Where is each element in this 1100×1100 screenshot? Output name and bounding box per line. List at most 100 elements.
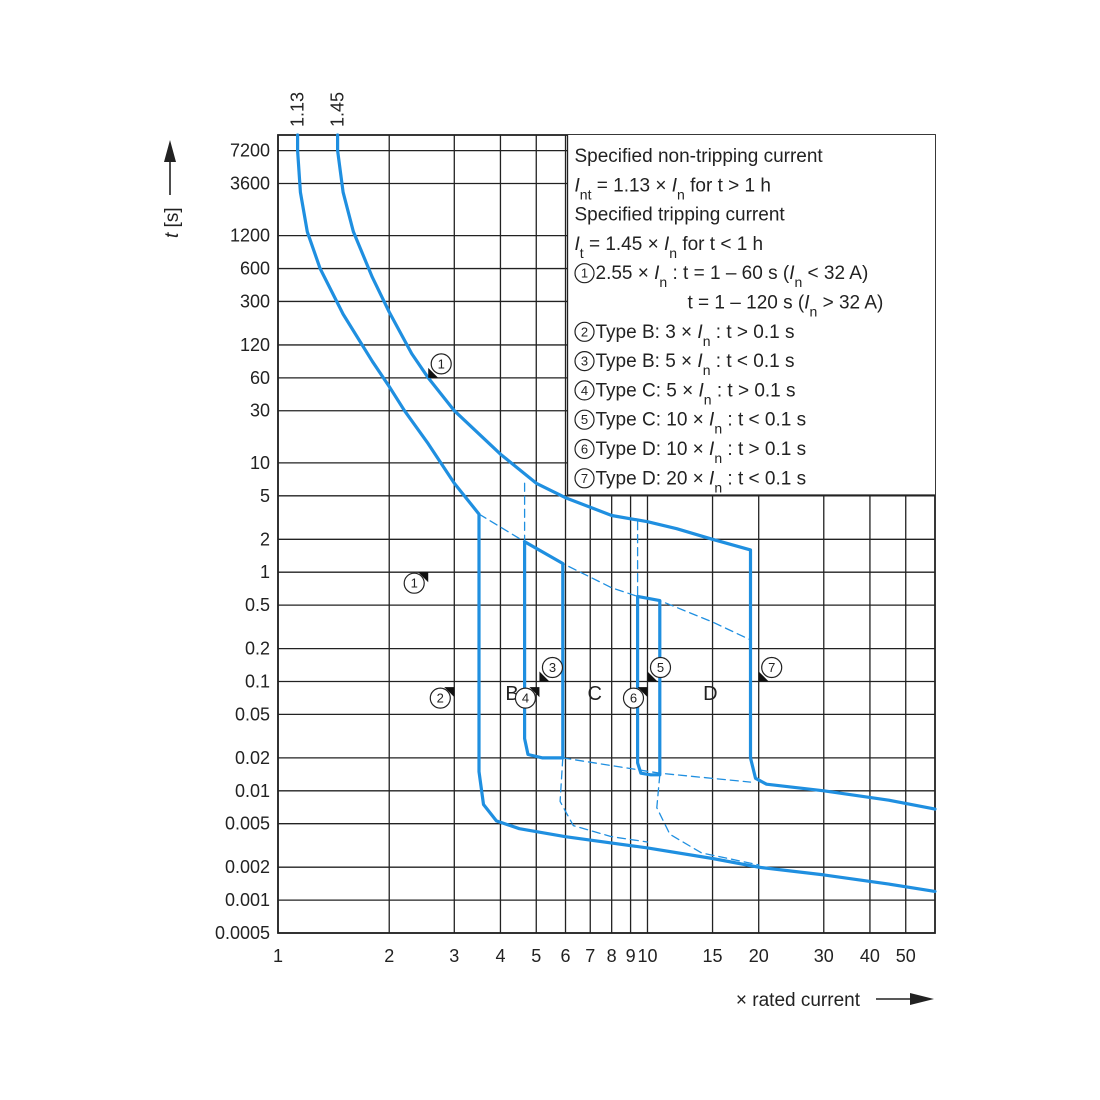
marker-3: 3 [539,656,564,682]
x-tick-label: 3 [449,946,459,966]
x-tick-label: 15 [703,946,723,966]
y-tick-label: 0.005 [225,814,270,834]
y-tick-label: 0.001 [225,890,270,910]
marker-flag-icon [428,367,439,378]
legend-line: It = 1.45 × In for t < 1 h [575,234,764,261]
region-label: D [703,683,717,705]
marker-circle [429,687,451,709]
marker-5: 5 [647,656,672,682]
x-tick-label: 50 [896,946,916,966]
marker-circle [649,656,672,679]
y-tick-label: 0.1 [245,671,270,691]
marker-circle [541,656,564,679]
y-tick-label: 0.5 [245,595,270,615]
legend-marker-number: 2 [581,324,588,339]
curve-dashed-connector-8 [559,757,649,843]
legend-marker-circle [574,438,595,460]
x-tick-label: 20 [749,946,769,966]
top-label: 1.45 [328,92,348,127]
legend-line: Type D: 20 × In : t < 0.1 s [596,468,807,495]
marker-number: 1 [438,356,445,371]
marker-circle [430,353,452,375]
legend-marker-number: 5 [581,412,588,427]
legend-line: Specified tripping current [575,205,786,226]
marker-circle [761,656,783,679]
y-tick-label: 3600 [230,173,270,193]
marker-flag-icon [637,687,648,698]
region-label: C [588,683,602,705]
marker-number: 1 [411,576,418,591]
x-axis-title: × rated current [736,990,934,1011]
marker-7: 7 [758,656,783,682]
legend-line: Type D: 10 × In : t > 0.1 s [596,439,807,466]
legend-marker-circle [574,468,595,489]
y-tick-label: 1200 [230,226,270,246]
marker-2: 2 [429,687,455,709]
top-label: 1.13 [288,92,308,127]
y-tick-label: 1 [260,562,270,582]
marker-1: 1 [403,572,429,594]
marker-flag-icon [444,687,455,698]
marker-flag-icon [529,687,540,698]
top-labels: 1.13 1.45 [288,92,348,127]
marker-flag-icon [758,671,769,682]
curve-dashed-connector-9 [656,774,760,866]
legend-marker-number: 6 [581,442,588,457]
legend-marker-number: 1 [581,266,588,281]
y-tick-label: 7200 [230,141,270,161]
marker-4: 4 [514,687,540,709]
y-tick-label: 0.02 [235,748,270,768]
y-tick-label: 60 [250,368,270,388]
legend-line: Type C: 10 × In : t < 0.1 s [596,410,807,437]
x-tick-label: 8 [607,946,617,966]
y-tick-label: 0.2 [245,639,270,659]
y-tick-label: 0.01 [235,781,270,801]
y-axis-label: t [s] [162,207,183,238]
markers: 1 1 2 3 4 5 6 7 [403,353,783,709]
y-tick-labels: 7200 3600 1200 600 300 120 60 30 10 5 2 1 0.5 0.2 0.1 0… [215,141,270,943]
curve-dashed-connector-4 [478,513,752,641]
y-tick-label: 0.05 [235,704,270,724]
y-tick-label: 10 [250,453,270,473]
legend-box [567,135,935,495]
y-tick-label: 0.0005 [215,923,270,943]
legend-marker-circle [574,409,595,430]
x-tick-label: 40 [860,946,880,966]
x-tick-label: 30 [814,946,834,966]
x-axis-label: × rated current [736,990,861,1011]
y-axis-title: t [s] [162,140,183,238]
marker-number: 3 [549,660,556,675]
y-tick-label: 120 [240,335,270,355]
x-tick-labels: 1 2 3 4 5 6 7 8 9 10 15 20 30 40 50 [273,946,916,966]
y-tick-label: 0.002 [225,857,270,877]
x-tick-label: 2 [384,946,394,966]
y-tick-label: 5 [260,486,270,506]
y-tick-label: 600 [240,259,270,279]
x-tick-label: 4 [495,946,505,966]
curve-type-B-2 [523,540,565,760]
marker-number: 5 [657,660,664,675]
x-tick-label: 5 [531,946,541,966]
marker-circle [514,687,537,709]
legend-marker-number: 3 [581,354,588,369]
legend-line: Type B: 5 × In : t < 0.1 s [596,351,795,378]
marker-number: 2 [437,691,444,706]
legend-marker-number: 7 [581,471,588,486]
y-tick-label: 300 [240,291,270,311]
legend-line: Type C: 5 × In : t > 0.1 s [596,380,796,407]
legend-line: t = 1 – 120 s (In > 32 A) [688,293,884,320]
legend-marker-circle [574,321,595,342]
marker-flag-icon [539,671,550,682]
marker-circle [622,687,645,709]
y-axis-arrow-icon [164,140,176,162]
legend-line: Specified non-tripping current [575,146,824,167]
marker-1: 1 [428,353,452,378]
marker-number: 7 [768,660,775,675]
legend-marker-circle [574,351,595,372]
legend: Specified non-tripping current Int = 1.13… [566,135,935,496]
y-tick-label: 30 [250,401,270,421]
marker-flag-icon [418,572,429,583]
legend-marker-number: 4 [581,383,588,398]
